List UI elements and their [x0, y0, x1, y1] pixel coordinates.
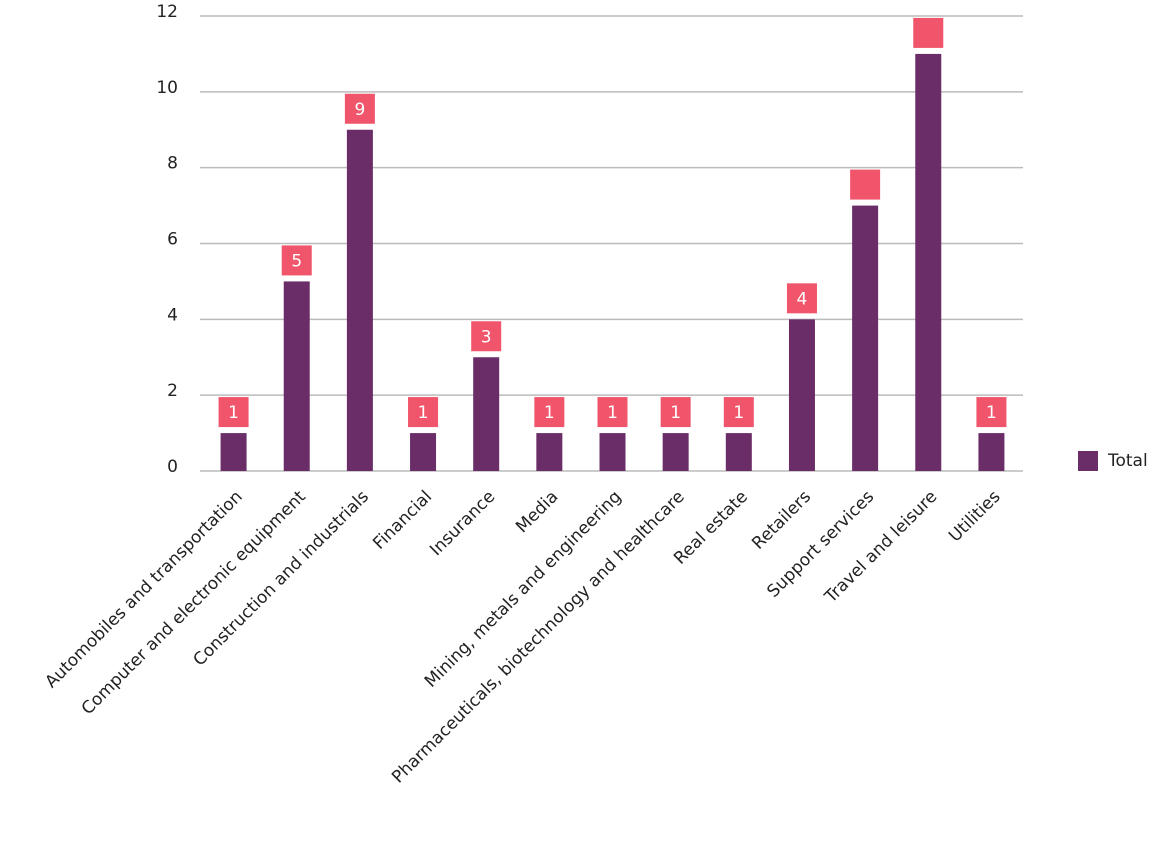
value-label: 1	[418, 403, 429, 423]
y-tick-label: 2	[167, 381, 178, 401]
value-label: 5	[291, 251, 302, 271]
value-label: 4	[797, 289, 808, 309]
bar	[346, 129, 373, 471]
value-label: 1	[670, 403, 681, 423]
value-label-box	[408, 397, 439, 428]
bar	[662, 433, 689, 471]
bar	[852, 205, 879, 472]
value-label: 1	[544, 403, 555, 423]
bar	[536, 433, 563, 471]
value-label-box	[660, 397, 691, 428]
legend-label: Total	[1107, 451, 1148, 471]
value-label-box	[471, 321, 502, 352]
bar	[978, 433, 1005, 471]
bar	[915, 53, 942, 472]
y-tick-label: 8	[167, 154, 178, 174]
bar	[283, 281, 310, 471]
value-label: 1	[986, 403, 997, 423]
x-tick-label: Media	[512, 487, 562, 537]
bar	[473, 357, 500, 471]
x-tick-label: Insurance	[426, 487, 499, 560]
x-tick-label: Computer and electronic equipment	[78, 487, 310, 719]
bar	[788, 319, 815, 471]
bar	[725, 433, 752, 471]
value-label: 1	[607, 403, 618, 423]
value-label-box	[344, 93, 375, 124]
bar	[220, 433, 247, 471]
x-tick-label: Pharmaceuticals, biotechnology and healt…	[388, 487, 689, 788]
value-label: 3	[481, 327, 492, 347]
value-label-box	[976, 397, 1007, 428]
value-label-box	[281, 245, 312, 276]
x-tick-label: Support services	[763, 487, 878, 602]
x-tick-label: Utilities	[945, 487, 1004, 546]
value-label-box	[534, 397, 565, 428]
value-label: 1	[733, 403, 744, 423]
bar	[599, 433, 626, 471]
y-tick-label: 10	[156, 78, 178, 98]
y-tick-label: 4	[167, 305, 178, 325]
value-label-box	[218, 397, 249, 428]
value-label: 9	[354, 100, 365, 120]
x-tick-label: Retailers	[748, 487, 815, 554]
value-label-box	[597, 397, 628, 428]
legend-swatch	[1078, 451, 1098, 471]
y-tick-label: 6	[167, 230, 178, 250]
value-label-box	[723, 397, 754, 428]
bar	[410, 433, 437, 471]
value-label-box	[913, 17, 944, 48]
x-tick-label: Financial	[369, 487, 436, 554]
value-label-box	[786, 283, 817, 314]
y-tick-label: 12	[156, 2, 178, 22]
x-tick-label: Travel and leisure	[820, 487, 941, 608]
value-label: 1	[228, 403, 239, 423]
value-label-box	[850, 169, 881, 200]
y-tick-label: 0	[167, 457, 178, 477]
